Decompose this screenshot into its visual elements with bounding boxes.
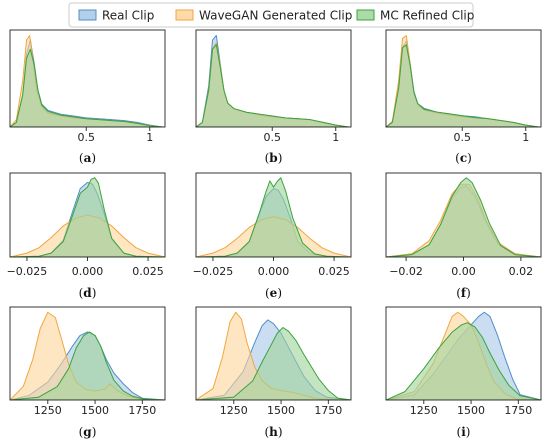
axes-frame-i (385, 306, 542, 401)
panel-g: 1250 1500 1750 (g) (9, 306, 166, 439)
legend-swatch-mc-refined-clip (356, 9, 375, 21)
x-tick-label-g-1: 1500 (81, 404, 109, 417)
panel-grid: 0.5 1 (a) 0.5 1 (b) 0.5 1 (c) −0.025 0.000 0.025 (d)… (7, 29, 542, 439)
density-area-mc-refined-clip-b (196, 44, 351, 127)
panel-label-b: (b) (265, 151, 283, 165)
panel-label-i: (i) (457, 425, 471, 439)
panel-h: 1250 1500 1750 (h) (195, 306, 352, 439)
density-area-mc-refined-clip-f (386, 177, 541, 257)
x-tick-label-i-0: 1250 (410, 404, 438, 417)
x-tick-label-b-0: 0.5 (263, 131, 281, 144)
panel-letter-b: b (269, 151, 277, 165)
x-tick-label-d-0: −0.025 (7, 265, 48, 278)
x-tick-label-h-0: 1250 (220, 404, 248, 417)
density-area-mc-refined-clip-c (386, 44, 541, 127)
density-area-mc-refined-clip-i (386, 322, 541, 400)
x-tick-label-e-0: −0.025 (193, 265, 234, 278)
panel-label-f: (f) (456, 286, 471, 300)
legend-swatch-real-clip (78, 9, 97, 21)
x-tick-label-e-2: 0.025 (318, 265, 350, 278)
panel-c: 0.5 1 (c) (385, 29, 542, 165)
panel-letter-h: h (269, 425, 278, 439)
panel-letter-f: f (461, 286, 467, 300)
x-tick-label-g-2: 1750 (128, 404, 156, 417)
panel-i: 1250 1500 1750 (i) (385, 306, 542, 439)
x-tick-label-f-1: 0.00 (451, 265, 476, 278)
x-tick-label-a-0: 0.5 (77, 131, 95, 144)
panel-a: 0.5 1 (a) (9, 29, 166, 165)
legend-label-wavegan-generated-clip: WaveGAN Generated Clip (199, 9, 352, 23)
density-area-mc-refined-clip-h (196, 327, 351, 400)
panel-letter-g: g (83, 425, 92, 439)
panel-letter-i: i (461, 425, 466, 439)
legend-label-real-clip: Real Clip (102, 9, 154, 23)
x-tick-label-g-0: 1250 (34, 404, 62, 417)
panel-e: −0.025 0.000 0.025 (e) (193, 172, 352, 300)
legend: Real Clip WaveGAN Generated Clip MC Refine… (68, 2, 474, 28)
panel-label-g: (g) (79, 425, 97, 439)
x-tick-label-i-1: 1500 (457, 404, 485, 417)
density-area-mc-refined-clip-e (196, 177, 351, 257)
density-area-mc-refined-clip-d (10, 177, 165, 257)
x-tick-label-i-2: 1750 (504, 404, 532, 417)
density-area-mc-refined-clip-a (10, 48, 165, 127)
panel-letter-d: d (83, 286, 92, 300)
panel-d: −0.025 0.000 0.025 (d) (7, 172, 166, 300)
panel-label-c: (c) (455, 151, 472, 165)
panel-b: 0.5 1 (b) (195, 29, 352, 165)
axes-frame-a (9, 29, 166, 128)
x-tick-label-h-1: 1500 (267, 404, 295, 417)
x-tick-label-d-1: 0.000 (72, 265, 104, 278)
x-tick-label-e-1: 0.000 (258, 265, 290, 278)
legend-label-mc-refined-clip: MC Refined Clip (380, 9, 474, 23)
panel-letter-a: a (84, 151, 92, 165)
x-tick-label-f-0: −0.02 (389, 265, 423, 278)
x-tick-label-d-2: 0.025 (132, 265, 164, 278)
x-tick-label-f-2: 0.02 (509, 265, 534, 278)
axes-frame-b (195, 29, 352, 128)
density-area-mc-refined-clip-g (10, 331, 165, 400)
legend-swatch-wavegan-generated-clip (175, 9, 194, 21)
panel-letter-c: c (460, 151, 467, 165)
axes-frame-g (9, 306, 166, 401)
panel-letter-e: e (270, 286, 278, 300)
axes-frame-c (385, 29, 542, 128)
x-tick-label-c-1: 1 (522, 131, 529, 144)
x-tick-label-b-1: 1 (332, 131, 339, 144)
x-tick-label-c-0: 0.5 (453, 131, 471, 144)
axes-frame-h (195, 306, 352, 401)
x-tick-label-h-2: 1750 (314, 404, 342, 417)
x-tick-label-a-1: 1 (146, 131, 153, 144)
panel-label-h: (h) (264, 425, 282, 439)
legend-frame (68, 2, 474, 28)
panel-f: −0.02 0.00 0.02 (f) (385, 172, 542, 300)
panel-label-a: (a) (79, 151, 96, 165)
panel-label-e: (e) (265, 286, 282, 300)
panel-label-d: (d) (79, 286, 97, 300)
